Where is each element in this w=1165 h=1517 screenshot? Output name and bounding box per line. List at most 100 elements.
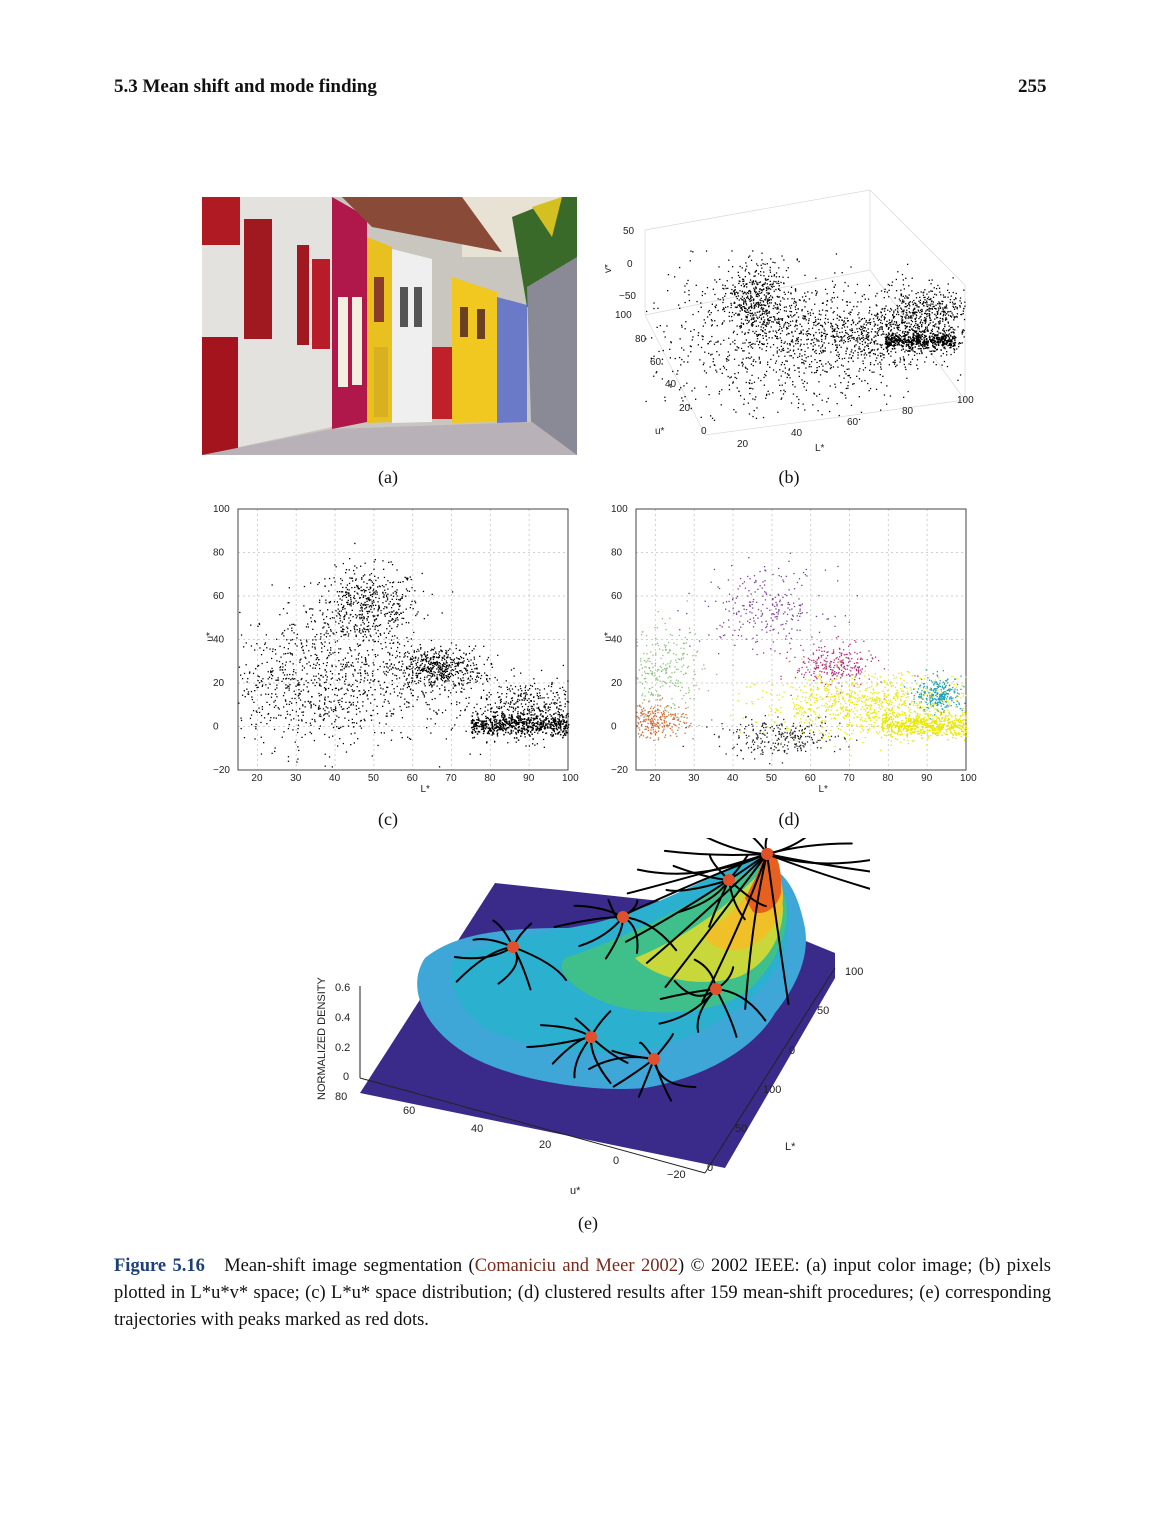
scatter-point xyxy=(346,666,348,668)
scatter-point xyxy=(327,632,329,635)
b-point xyxy=(779,323,781,326)
b-point xyxy=(934,324,936,326)
b-point xyxy=(947,322,949,324)
scatter-point xyxy=(438,667,441,669)
b-point xyxy=(741,296,744,298)
scatter-point xyxy=(562,717,564,719)
b-point xyxy=(759,304,761,306)
b-point xyxy=(766,292,768,294)
scatter-point xyxy=(302,714,304,716)
b-point xyxy=(791,332,793,334)
b-point xyxy=(805,357,807,359)
b-point xyxy=(869,306,871,308)
b-point xyxy=(888,345,890,347)
b-point xyxy=(921,313,923,315)
scatter-point xyxy=(331,617,334,619)
scatter-point xyxy=(461,657,463,659)
scatter-point xyxy=(430,718,432,720)
b-point xyxy=(886,343,888,345)
b-point xyxy=(885,338,888,341)
scatter-point xyxy=(428,704,430,706)
scatter-point xyxy=(480,674,483,677)
b-point xyxy=(915,302,917,305)
scatter-point xyxy=(347,684,349,686)
b-point xyxy=(896,344,898,346)
b-point xyxy=(786,343,789,345)
b-point xyxy=(759,292,761,294)
scatter-point xyxy=(346,707,348,710)
b-point xyxy=(717,341,719,343)
b-point xyxy=(658,350,660,353)
b-point xyxy=(739,290,741,292)
b-point xyxy=(710,340,712,342)
b-point xyxy=(734,373,736,375)
scatter-point xyxy=(363,617,365,619)
scatter-point xyxy=(333,601,336,603)
b-point xyxy=(722,309,724,311)
b-point xyxy=(944,296,946,298)
scatter-point xyxy=(423,696,426,698)
scatter-point xyxy=(405,608,407,610)
scatter-point xyxy=(386,597,389,599)
scatter-point xyxy=(387,667,389,669)
b-point xyxy=(774,335,776,337)
scatter-point xyxy=(297,683,299,685)
b-point xyxy=(761,324,763,326)
b-point xyxy=(908,345,911,348)
b-point xyxy=(844,341,846,343)
b-point xyxy=(684,285,686,287)
b-point xyxy=(947,335,950,338)
b-point xyxy=(868,284,871,287)
b-point xyxy=(920,337,922,339)
b-point xyxy=(849,313,851,316)
b-point xyxy=(862,360,864,362)
scatter-point xyxy=(395,612,397,614)
scatter-point xyxy=(338,673,340,675)
b-point xyxy=(927,344,929,346)
scatter-point xyxy=(423,658,425,660)
b-point xyxy=(778,328,781,330)
b-point xyxy=(911,343,913,345)
b-point xyxy=(938,337,941,339)
b-point xyxy=(749,279,752,281)
b-point xyxy=(943,360,946,363)
b-point xyxy=(867,343,869,345)
scatter-point xyxy=(317,673,320,675)
b-point xyxy=(901,273,904,276)
b-point xyxy=(942,344,944,347)
scatter-point xyxy=(479,655,481,657)
b-point xyxy=(767,300,770,302)
b-point xyxy=(804,354,806,356)
b-point xyxy=(794,325,796,328)
scatter-point xyxy=(318,601,321,604)
b-point xyxy=(931,353,933,355)
b-point xyxy=(781,384,783,386)
b-point xyxy=(823,350,825,352)
scatter-point xyxy=(238,702,240,704)
scatter-point xyxy=(393,688,395,690)
scatter-point xyxy=(315,639,317,641)
b-point xyxy=(762,327,765,329)
scatter-point xyxy=(527,709,529,711)
b-point xyxy=(820,335,822,338)
b-point xyxy=(888,364,890,366)
b-point xyxy=(855,344,857,346)
scatter-point xyxy=(344,634,346,636)
b-point xyxy=(773,285,775,288)
b-point xyxy=(929,339,932,341)
b-point xyxy=(911,317,913,319)
scatter-point xyxy=(550,685,553,688)
scatter-point xyxy=(537,688,539,690)
scatter-point xyxy=(323,714,325,716)
b-point xyxy=(656,371,658,373)
b-point xyxy=(880,312,882,314)
scatter-point xyxy=(345,593,348,595)
scatter-point xyxy=(524,713,526,716)
scatter-point xyxy=(370,604,372,607)
scatter-point xyxy=(559,714,561,717)
b-point xyxy=(762,263,764,265)
scatter-point xyxy=(556,721,559,723)
scatter-point xyxy=(360,678,362,681)
scatter-point xyxy=(391,618,393,620)
b-point xyxy=(813,341,815,344)
